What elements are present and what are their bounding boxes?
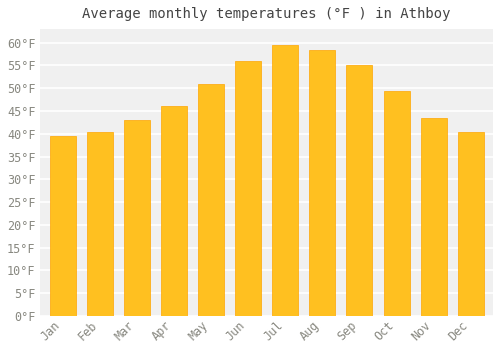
Bar: [235, 61, 261, 316]
Bar: [198, 84, 224, 316]
Bar: [86, 132, 113, 316]
Bar: [384, 91, 409, 316]
Bar: [50, 136, 76, 316]
Bar: [124, 120, 150, 316]
Bar: [346, 65, 372, 316]
Bar: [420, 118, 446, 316]
Bar: [458, 132, 484, 316]
Bar: [310, 50, 336, 316]
Title: Average monthly temperatures (°F ) in Athboy: Average monthly temperatures (°F ) in At…: [82, 7, 451, 21]
Bar: [161, 106, 187, 316]
Bar: [272, 45, 298, 316]
